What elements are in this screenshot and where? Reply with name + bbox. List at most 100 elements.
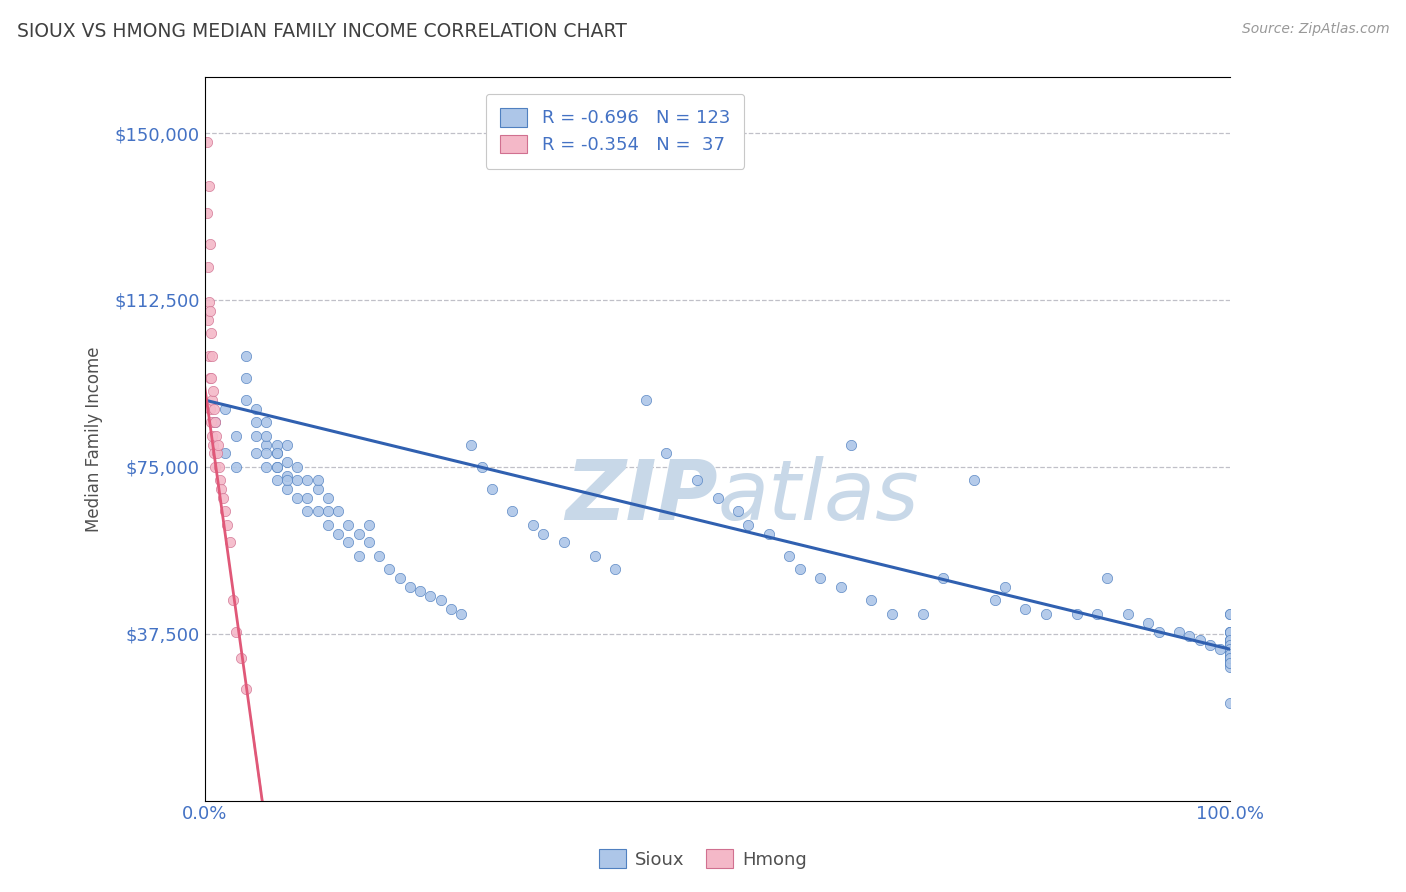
- Point: [214, 402, 236, 417]
- Point: [245, 428, 267, 442]
- Point: [297, 473, 319, 487]
- Point: [266, 446, 288, 460]
- Point: [1219, 642, 1241, 657]
- Point: [409, 584, 432, 599]
- Point: [419, 589, 441, 603]
- Point: [1097, 571, 1119, 585]
- Point: [1116, 607, 1139, 621]
- Point: [758, 526, 780, 541]
- Point: [266, 473, 288, 487]
- Point: [254, 428, 277, 442]
- Point: [1066, 607, 1088, 621]
- Point: [911, 607, 934, 621]
- Point: [229, 651, 252, 665]
- Point: [553, 535, 575, 549]
- Point: [201, 437, 224, 451]
- Point: [337, 517, 360, 532]
- Point: [1219, 624, 1241, 639]
- Point: [1219, 656, 1241, 670]
- Point: [266, 437, 288, 451]
- Point: [388, 571, 411, 585]
- Point: [1219, 633, 1241, 648]
- Point: [1219, 651, 1241, 665]
- Point: [357, 517, 380, 532]
- Legend: Sioux, Hmong: Sioux, Hmong: [592, 842, 814, 876]
- Point: [1219, 607, 1241, 621]
- Point: [686, 473, 709, 487]
- Point: [198, 371, 221, 385]
- Point: [522, 517, 544, 532]
- Point: [1219, 660, 1241, 674]
- Point: [1199, 638, 1222, 652]
- Point: [235, 349, 257, 363]
- Point: [347, 526, 370, 541]
- Point: [212, 491, 235, 505]
- Point: [297, 504, 319, 518]
- Point: [266, 446, 288, 460]
- Text: Source: ZipAtlas.com: Source: ZipAtlas.com: [1241, 22, 1389, 37]
- Point: [1219, 651, 1241, 665]
- Point: [1219, 624, 1241, 639]
- Point: [245, 415, 267, 429]
- Point: [235, 393, 257, 408]
- Point: [209, 473, 232, 487]
- Point: [276, 482, 298, 496]
- Point: [276, 468, 298, 483]
- Point: [1219, 647, 1241, 661]
- Point: [634, 393, 657, 408]
- Point: [307, 482, 329, 496]
- Point: [307, 473, 329, 487]
- Text: atlas: atlas: [717, 457, 920, 537]
- Point: [778, 549, 800, 563]
- Point: [1209, 642, 1232, 657]
- Point: [326, 526, 349, 541]
- Point: [200, 415, 222, 429]
- Point: [225, 459, 247, 474]
- Point: [1188, 633, 1211, 648]
- Point: [429, 593, 451, 607]
- Point: [1178, 629, 1201, 643]
- Point: [501, 504, 523, 518]
- Point: [225, 624, 247, 639]
- Point: [481, 482, 503, 496]
- Point: [276, 455, 298, 469]
- Point: [357, 535, 380, 549]
- Point: [198, 402, 221, 417]
- Point: [205, 446, 228, 460]
- Point: [378, 562, 401, 576]
- Point: [337, 535, 360, 549]
- Point: [1168, 624, 1191, 639]
- Point: [830, 580, 852, 594]
- Point: [839, 437, 862, 451]
- Point: [471, 459, 494, 474]
- Point: [1219, 647, 1241, 661]
- Point: [1219, 656, 1241, 670]
- Point: [603, 562, 626, 576]
- Point: [789, 562, 811, 576]
- Point: [655, 446, 678, 460]
- Point: [217, 517, 239, 532]
- Point: [235, 371, 257, 385]
- Point: [1085, 607, 1108, 621]
- Point: [201, 393, 224, 408]
- Text: SIOUX VS HMONG MEDIAN FAMILY INCOME CORRELATION CHART: SIOUX VS HMONG MEDIAN FAMILY INCOME CORR…: [17, 22, 627, 41]
- Point: [326, 504, 349, 518]
- Point: [205, 428, 228, 442]
- Point: [204, 415, 226, 429]
- Point: [198, 349, 221, 363]
- Point: [276, 437, 298, 451]
- Point: [932, 571, 955, 585]
- Point: [1014, 602, 1036, 616]
- Point: [994, 580, 1017, 594]
- Point: [450, 607, 472, 621]
- Point: [245, 402, 267, 417]
- Legend: R = -0.696   N = 123, R = -0.354   N =  37: R = -0.696 N = 123, R = -0.354 N = 37: [485, 94, 744, 169]
- Point: [222, 593, 245, 607]
- Point: [1219, 607, 1241, 621]
- Point: [254, 437, 277, 451]
- Point: [1219, 696, 1241, 710]
- Point: [460, 437, 482, 451]
- Point: [1147, 624, 1170, 639]
- Point: [285, 491, 308, 505]
- Point: [201, 349, 224, 363]
